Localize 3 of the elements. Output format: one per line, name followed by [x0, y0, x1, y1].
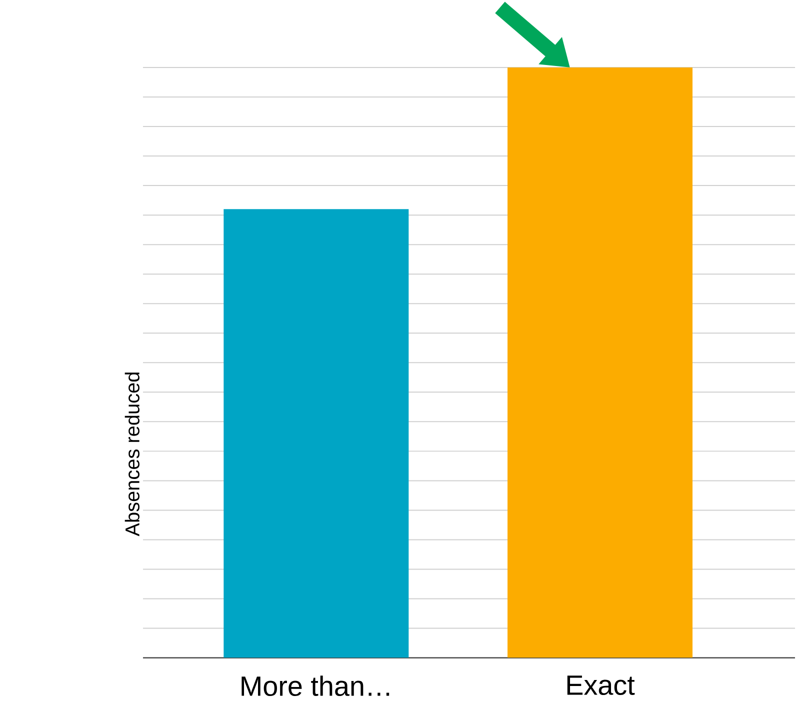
- x-tick-label: Exact: [567, 676, 635, 696]
- y-axis-title: Absences reduced: [124, 372, 140, 536]
- x-tick-label: More than…: [242, 676, 390, 696]
